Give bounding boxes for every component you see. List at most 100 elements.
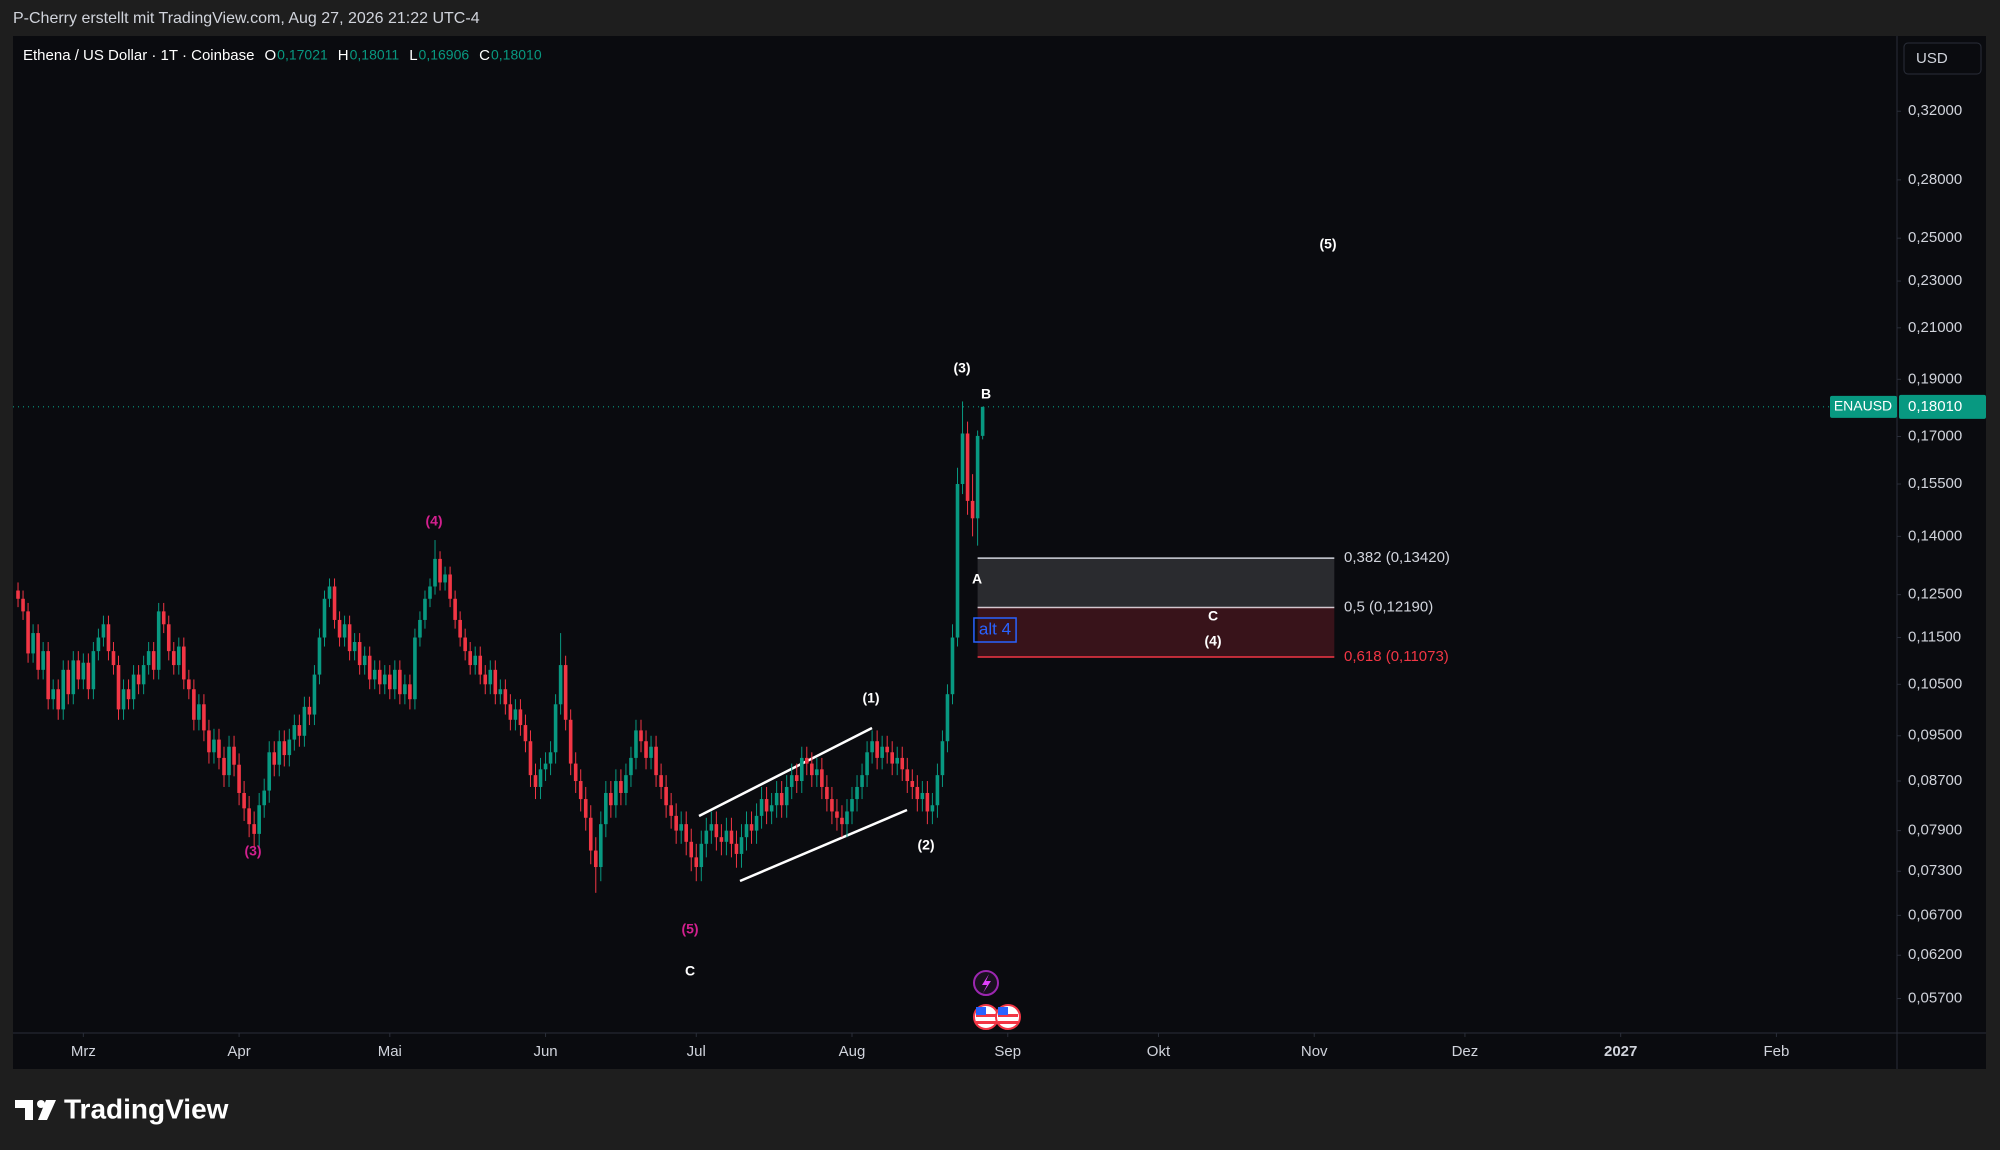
candle-body <box>593 850 598 868</box>
x-tick-label: Apr <box>227 1043 250 1060</box>
candle-body <box>111 651 116 666</box>
candle-body <box>302 706 307 736</box>
candle-body <box>825 786 829 800</box>
candle-body <box>212 739 216 753</box>
candle-body <box>739 837 744 854</box>
candle-body <box>478 655 483 675</box>
candle-body <box>754 815 759 831</box>
candle-body <box>438 558 442 583</box>
y-tick-label: 0,23000 <box>1908 272 1962 289</box>
candle-body <box>855 786 859 800</box>
candle-body <box>639 730 643 742</box>
currency-button[interactable] <box>1903 42 1982 75</box>
candle-body <box>498 689 503 695</box>
candle-body <box>377 669 382 685</box>
candle-body <box>156 611 161 670</box>
y-tick-label: 0,17000 <box>1908 427 1962 444</box>
candle-body <box>342 624 347 638</box>
x-tick-label: Feb <box>1763 1043 1789 1060</box>
candle-body <box>307 706 312 715</box>
logo[interactable]: TradingView <box>15 1093 229 1124</box>
y-tick-label: 0,28000 <box>1908 171 1962 188</box>
candle-body <box>96 637 101 652</box>
candle-body <box>433 558 437 587</box>
channel-line <box>739 808 908 883</box>
candle-body <box>312 674 317 715</box>
candle-body <box>764 799 769 812</box>
candle-body <box>664 786 668 806</box>
event-icon[interactable] <box>973 970 999 996</box>
logo-text[interactable]: TradingView <box>64 1093 229 1124</box>
candle-body <box>945 694 950 742</box>
y-tick-label: 0,06200 <box>1908 946 1962 963</box>
wave-label: (4) <box>1204 633 1221 649</box>
candle-body <box>46 651 50 700</box>
candle-body <box>644 741 648 758</box>
candle-body <box>423 598 427 620</box>
currency-label[interactable]: USD <box>1916 50 1948 67</box>
y-tick-label: 0,09500 <box>1908 727 1962 744</box>
candle-body <box>21 598 25 612</box>
legend-key: O <box>265 47 277 64</box>
plot: 0,382 (0,13420) 0,5 (0,12190) 0,618 (0,110… <box>13 401 1897 893</box>
candle-body <box>910 781 915 787</box>
annotation-box <box>973 617 1017 643</box>
y-tick-label: 0,32000 <box>1908 102 1962 119</box>
candle-body <box>176 646 181 666</box>
candle-body <box>398 669 402 695</box>
wave-label: (2) <box>917 837 934 853</box>
candle-body <box>578 781 583 800</box>
candle-body <box>980 406 985 436</box>
y-tick-label: 0,25000 <box>1908 229 1962 246</box>
candle-body <box>347 624 352 652</box>
candle-body <box>408 684 412 700</box>
candle-body <box>26 611 30 654</box>
candle-body <box>729 830 734 844</box>
candle-body <box>779 792 784 806</box>
candle-body <box>483 674 488 685</box>
candle-body <box>443 574 447 583</box>
candle-body <box>222 757 226 776</box>
candle-body <box>136 674 141 685</box>
y-tick-label: 0,21000 <box>1908 319 1962 336</box>
candle-body <box>357 642 362 666</box>
candle-body <box>322 598 327 638</box>
symbol-tag <box>1830 395 1897 418</box>
flags[interactable] <box>973 1004 1021 1030</box>
candle-body <box>493 669 498 695</box>
legend-value: 0,16906 <box>419 47 470 63</box>
candle-body <box>709 824 714 831</box>
legend-value: 0,18011 <box>350 47 400 63</box>
legend-value: 0,18010 <box>491 47 542 63</box>
candle-body <box>523 725 528 742</box>
y-tick-label: 0,15500 <box>1908 475 1962 492</box>
wave-label: (3) <box>953 360 970 376</box>
y-tick-label: 0,14000 <box>1908 527 1962 544</box>
candle-body <box>568 719 573 764</box>
candle-body <box>588 817 593 851</box>
wave-label: C <box>1208 608 1218 624</box>
y-tick-label: 0,10500 <box>1908 675 1962 692</box>
candle-body <box>287 739 292 756</box>
legend-value: 0,17021 <box>277 47 328 63</box>
candle-body <box>262 790 266 806</box>
y-tick-label: 0,08700 <box>1908 772 1962 789</box>
candle-body <box>905 769 910 782</box>
candle-body <box>463 637 467 652</box>
candle-body <box>197 704 201 720</box>
candle-body <box>428 586 432 599</box>
candle-body <box>799 757 804 782</box>
wave-label: B <box>981 386 991 402</box>
candle-body <box>704 830 709 844</box>
candle-body <box>840 817 844 825</box>
candle-body <box>885 746 889 753</box>
candle-body <box>970 500 975 519</box>
wave-label: (5) <box>681 921 698 937</box>
legend-key: C <box>479 47 490 64</box>
y-tick-label: 0,07300 <box>1908 862 1962 879</box>
candle-body <box>915 786 920 800</box>
candle-body <box>141 665 146 685</box>
candle-body <box>749 824 754 831</box>
candle-body <box>257 805 261 834</box>
